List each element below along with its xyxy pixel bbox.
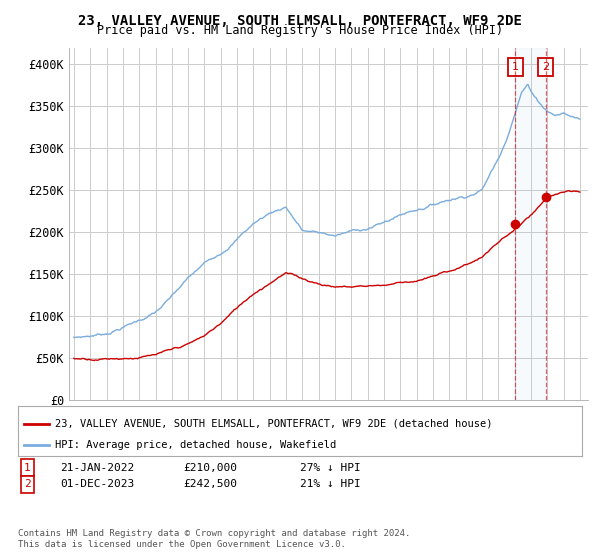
Text: 21% ↓ HPI: 21% ↓ HPI: [300, 479, 361, 489]
Text: 1: 1: [24, 463, 31, 473]
Text: £210,000: £210,000: [183, 463, 237, 473]
Text: Price paid vs. HM Land Registry's House Price Index (HPI): Price paid vs. HM Land Registry's House …: [97, 24, 503, 37]
Text: 23, VALLEY AVENUE, SOUTH ELMSALL, PONTEFRACT, WF9 2DE: 23, VALLEY AVENUE, SOUTH ELMSALL, PONTEF…: [78, 14, 522, 28]
Text: Contains HM Land Registry data © Crown copyright and database right 2024.
This d: Contains HM Land Registry data © Crown c…: [18, 529, 410, 549]
Text: 2: 2: [542, 62, 550, 72]
Text: 2: 2: [24, 479, 31, 489]
Text: £242,500: £242,500: [183, 479, 237, 489]
Bar: [515, 48, 546, 400]
Text: 1: 1: [512, 62, 519, 72]
Text: HPI: Average price, detached house, Wakefield: HPI: Average price, detached house, Wake…: [55, 440, 336, 450]
Text: 23, VALLEY AVENUE, SOUTH ELMSALL, PONTEFRACT, WF9 2DE (detached house): 23, VALLEY AVENUE, SOUTH ELMSALL, PONTEF…: [55, 419, 492, 428]
Text: 27% ↓ HPI: 27% ↓ HPI: [300, 463, 361, 473]
Text: 01-DEC-2023: 01-DEC-2023: [60, 479, 134, 489]
Text: 21-JAN-2022: 21-JAN-2022: [60, 463, 134, 473]
